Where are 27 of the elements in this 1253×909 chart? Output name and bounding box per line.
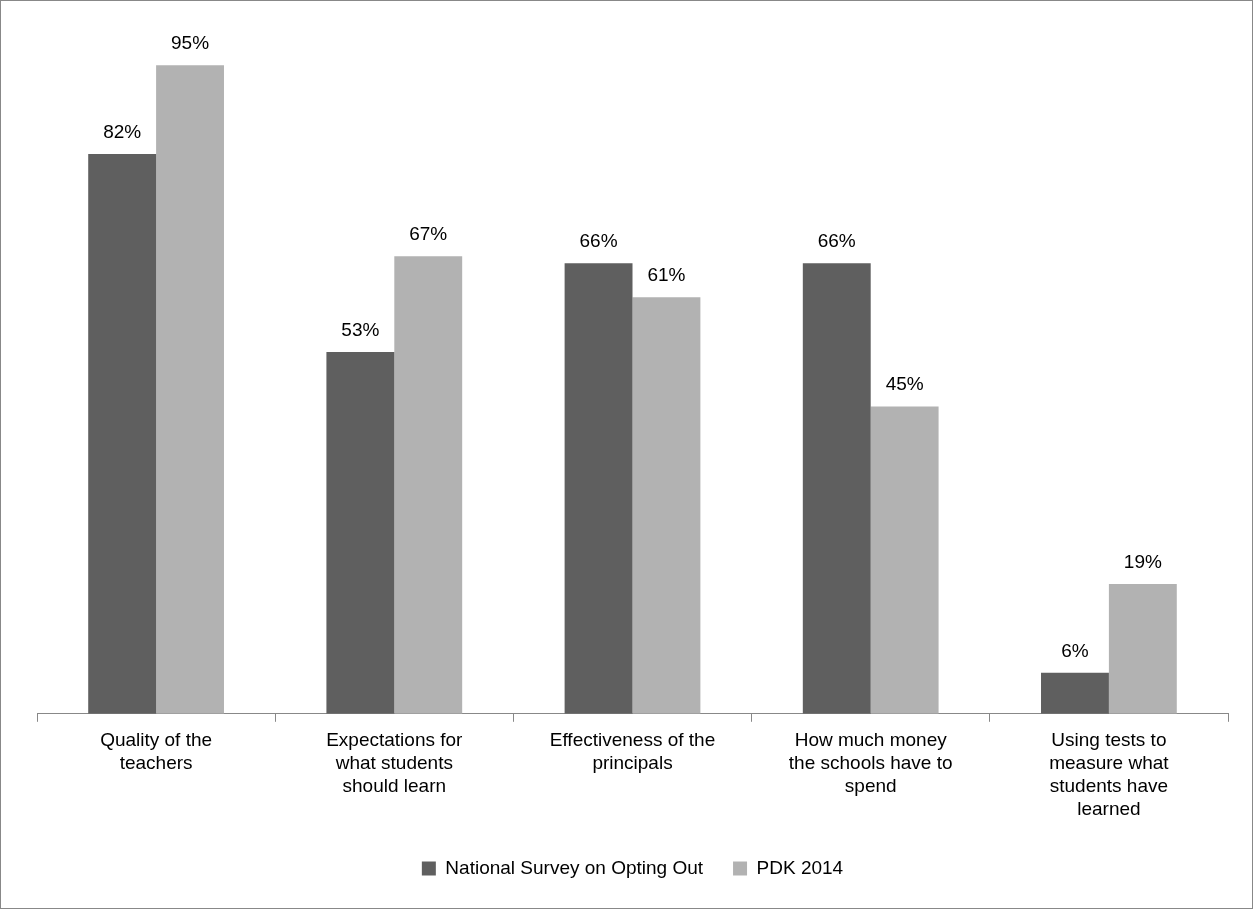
x-tick-label: How much money the schools have to spend: [788, 729, 953, 797]
data-label: 61%: [647, 264, 686, 286]
data-label: 53%: [341, 318, 380, 340]
bar: [326, 351, 395, 714]
bar: [1041, 672, 1109, 714]
x-tick-label: Expectations for what students should learn: [326, 729, 464, 797]
x-tick-label: Using tests to measure what students have learned: [1049, 729, 1170, 819]
data-label: 66%: [817, 229, 856, 251]
data-label: 19%: [1123, 550, 1162, 572]
data-label: 95%: [171, 31, 210, 53]
legend-label: National Survey on Opting Out: [445, 856, 704, 878]
bar: [156, 65, 224, 714]
x-tick-label: Quality of the teachers: [100, 729, 213, 774]
data-label: 6%: [1061, 639, 1089, 661]
bar: [802, 263, 871, 714]
bar: [632, 297, 701, 714]
bar: [870, 406, 939, 714]
legend-label: PDK 2014: [756, 856, 844, 878]
data-label: 45%: [885, 373, 924, 395]
x-tick-label: Effectiveness of the principals: [549, 729, 716, 774]
bar: [564, 263, 633, 714]
data-label: 66%: [579, 229, 618, 251]
bar: [1108, 584, 1177, 714]
bar: [394, 256, 463, 714]
bar: [88, 153, 157, 714]
data-label: 67%: [409, 223, 448, 245]
data-label: 82%: [103, 120, 142, 142]
